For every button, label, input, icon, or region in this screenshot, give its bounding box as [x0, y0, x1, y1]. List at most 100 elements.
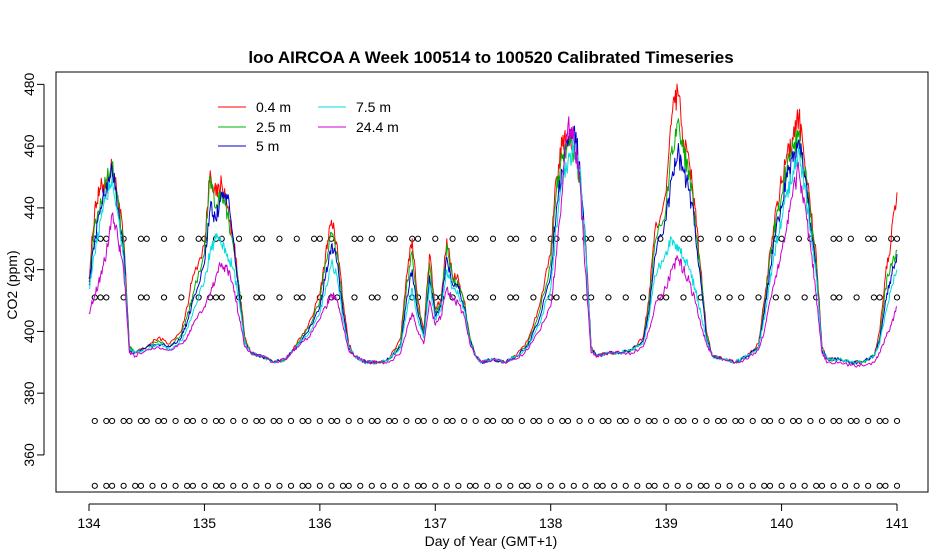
reference-marker: [870, 294, 878, 301]
reference-marker: [865, 417, 872, 425]
x-tick-label: 139: [654, 515, 678, 531]
reference-marker: [253, 294, 260, 301]
reference-marker: [299, 482, 306, 489]
reference-marker: [876, 417, 883, 425]
reference-marker: [253, 482, 260, 489]
x-tick-label: 137: [424, 515, 448, 531]
reference-marker: [801, 482, 808, 489]
reference-marker: [738, 294, 745, 301]
reference-marker: [807, 417, 814, 425]
reference-marker: [466, 235, 474, 242]
reference-marker: [876, 294, 883, 301]
reference-marker: [536, 417, 543, 425]
reference-marker: [126, 417, 133, 425]
reference-marker: [524, 482, 531, 489]
reference-marker: [761, 482, 768, 489]
reference-marker: [466, 482, 474, 489]
reference-marker: [720, 417, 727, 425]
reference-marker: [605, 235, 612, 242]
reference-marker: [299, 294, 306, 301]
reference-marker: [882, 482, 889, 489]
reference-marker: [714, 482, 722, 489]
reference-marker: [663, 417, 670, 425]
reference-marker: [588, 235, 595, 242]
reference-marker: [714, 417, 722, 425]
reference-marker: [461, 417, 468, 425]
reference-marker: [201, 417, 208, 425]
reference-marker: [559, 482, 566, 489]
reference-marker: [443, 417, 450, 425]
reference-marker: [830, 294, 837, 301]
reference-marker: [472, 294, 479, 301]
reference-marker: [726, 482, 733, 489]
reference-marker: [507, 482, 514, 489]
reference-marker: [680, 294, 687, 301]
reference-marker: [137, 482, 145, 489]
reference-marker: [391, 482, 398, 489]
reference-marker: [766, 482, 774, 489]
reference-marker: [120, 417, 127, 425]
reference-marker: [680, 235, 687, 242]
legend-label: 0.4 m: [256, 99, 291, 115]
reference-marker: [588, 294, 595, 301]
reference-marker: [212, 294, 220, 301]
reference-marker: [391, 417, 398, 425]
y-tick-label: 460: [21, 134, 37, 158]
reference-marker: [663, 482, 670, 489]
reference-marker: [103, 294, 110, 301]
reference-marker: [836, 235, 843, 242]
reference-marker: [507, 235, 514, 242]
reference-marker: [749, 235, 756, 242]
reference-marker: [287, 482, 295, 489]
reference-marker: [293, 235, 300, 242]
reference-marker: [91, 417, 98, 425]
reference-marker: [316, 482, 323, 489]
reference-marker: [795, 417, 802, 425]
reference-marker: [651, 417, 658, 425]
series-line-4: [88, 116, 898, 368]
reference-marker: [305, 482, 312, 489]
reference-marker: [357, 482, 364, 489]
reference-marker: [316, 417, 323, 425]
reference-marker: [253, 417, 260, 425]
reference-marker: [778, 235, 785, 242]
reference-marker: [570, 482, 577, 489]
reference-marker: [155, 417, 162, 425]
reference-marker: [634, 482, 641, 489]
reference-marker: [403, 417, 410, 425]
x-axis: 134 135 136 137 138 139 140 141: [77, 503, 909, 531]
reference-marker: [865, 235, 872, 242]
reference-marker: [622, 417, 629, 425]
reference-marker: [368, 235, 375, 242]
legend-label: 5 m: [256, 138, 279, 154]
reference-marker: [149, 482, 156, 489]
reference-marker: [761, 417, 768, 425]
series-lines: [88, 83, 898, 368]
reference-marker: [738, 235, 745, 242]
reference-marker: [310, 235, 318, 242]
reference-marker: [403, 482, 410, 489]
reference-marker: [663, 294, 670, 301]
chart-title: loo AIRCOA A Week 100514 to 100520 Calib…: [248, 48, 733, 67]
reference-marker: [270, 417, 277, 425]
reference-marker: [235, 235, 243, 242]
reference-marker: [893, 235, 901, 242]
reference-marker: [865, 482, 872, 489]
reference-marker: [801, 294, 808, 301]
reference-marker: [738, 417, 745, 425]
reference-marker: [582, 482, 589, 489]
reference-marker: [518, 482, 525, 489]
reference-marker: [564, 417, 572, 425]
reference-marker: [778, 417, 785, 425]
reference-marker: [507, 294, 514, 301]
reference-marker: [212, 482, 220, 489]
reference-marker: [691, 417, 699, 425]
reference-marker: [726, 294, 733, 301]
reference-marker: [836, 294, 843, 301]
reference-marker: [853, 294, 860, 301]
reference-marker: [830, 235, 837, 242]
reference-marker: [611, 482, 618, 489]
reference-marker: [847, 235, 854, 242]
reference-marker: [103, 417, 110, 425]
